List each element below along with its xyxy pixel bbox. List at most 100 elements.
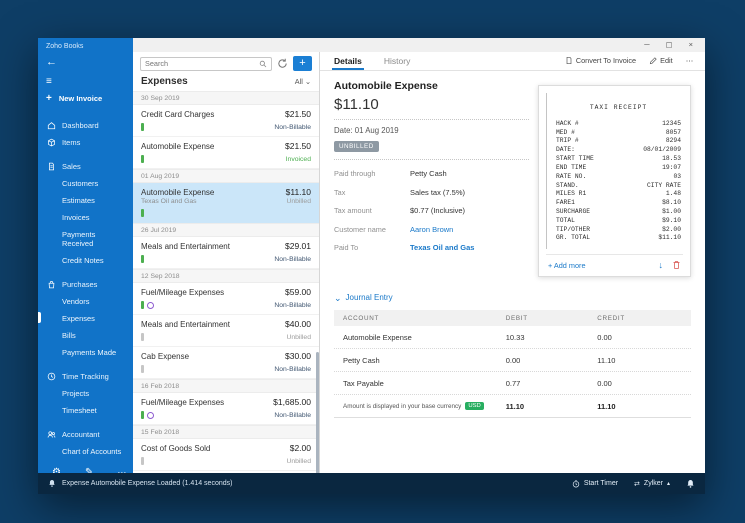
expense-list-item[interactable]: Cost of Goods Sold $2.00 Unbilled	[133, 439, 319, 471]
date-group-header: 30 Sep 2019	[133, 91, 319, 105]
sidebar-item-items[interactable]: Items	[38, 134, 133, 151]
receipt-attached-icon	[141, 255, 144, 263]
expense-list-item[interactable]: Meals and Entertainment $29.01 Non-Billab…	[133, 237, 319, 269]
trash-icon[interactable]	[672, 260, 681, 270]
status-bar: Expense Automobile Expense Loaded (1.414…	[38, 473, 705, 494]
search-input-box[interactable]	[140, 56, 272, 71]
journal-table-header: ACCOUNT DEBIT CREDIT	[334, 310, 691, 327]
more-actions-button[interactable]: ⋯	[685, 56, 693, 65]
expense-list-item-selected[interactable]: Automobile Expense $11.10 Texas Oil and G…	[133, 183, 319, 223]
window-titlebar: ─ ▢ ×	[133, 38, 705, 52]
more-icon[interactable]: ⋯	[117, 467, 127, 473]
notification-bell-icon	[48, 479, 56, 488]
expense-list-panel: + Expenses All ⌄ 30 Sep 2019 Credit Card…	[133, 52, 320, 473]
date-group-header: 16 Feb 2018	[133, 379, 319, 393]
paid-through-value: Petty Cash	[410, 169, 447, 178]
sidebar-group-label: Accountant	[62, 430, 100, 439]
bell-icon[interactable]	[686, 479, 695, 489]
journal-row: Automobile Expense 10.33 0.00	[334, 326, 691, 350]
maximize-button[interactable]: ▢	[665, 40, 673, 50]
expense-list-item[interactable]: Automobile Expense $21.50 Invoiced	[133, 137, 319, 169]
sidebar-item-bills[interactable]: Bills	[62, 331, 76, 340]
minimize-button[interactable]: ─	[644, 40, 650, 50]
new-invoice-button[interactable]: + New Invoice	[38, 88, 133, 111]
status-badge: UNBILLED	[334, 141, 379, 152]
sidebar-item-customers[interactable]: Customers	[62, 179, 99, 188]
sidebar-item-expenses[interactable]: Expenses	[38, 310, 133, 327]
expense-list-item[interactable]: Credit Card Charges $21.50 Non-Billable	[133, 105, 319, 137]
edit-button[interactable]: Edit	[649, 56, 673, 65]
receipt-attached-icon	[141, 301, 144, 309]
sidebar-item-chart-of-accounts[interactable]: Chart of Accounts	[62, 447, 122, 456]
date-group-header: 01 Aug 2019	[133, 169, 319, 183]
sidebar-group-label: Time Tracking	[62, 372, 109, 381]
receipt-attachment-card[interactable]: TAXI RECEIPT HACK #12345 MED #8057 TRIP …	[538, 85, 691, 278]
customer-name-link[interactable]: Aaron Brown	[410, 224, 454, 234]
sidebar-item-purchases[interactable]: Purchases	[38, 276, 133, 293]
receipt-attached-icon	[141, 411, 144, 419]
back-arrow-icon[interactable]: ←	[46, 56, 57, 68]
list-title: Expenses	[141, 76, 188, 87]
sidebar-item-sales[interactable]: Sales	[38, 158, 133, 175]
receipt-attached-icon	[141, 209, 144, 217]
receipt-indicator	[141, 457, 144, 465]
caret-up-icon: ▴	[666, 481, 670, 487]
add-more-link[interactable]: + Add more	[548, 260, 586, 270]
box-icon	[46, 138, 56, 147]
tab-history[interactable]: History	[383, 56, 411, 66]
sidebar-item-payments-made[interactable]: Payments Made	[62, 348, 117, 357]
expense-list-item[interactable]: Meals and Entertainment $40.00 Unbilled	[133, 315, 319, 347]
sidebar-item-label: Dashboard	[62, 121, 99, 130]
download-icon[interactable]: ↓	[658, 260, 664, 271]
add-expense-button[interactable]: +	[293, 56, 312, 71]
list-scrollbar[interactable]	[316, 352, 319, 473]
start-timer-button[interactable]: Start Timer	[572, 479, 618, 488]
sidebar-item-payments-received[interactable]: Payments Received	[62, 230, 96, 248]
list-filter-dropdown[interactable]: All ⌄	[294, 77, 311, 86]
date-group-header: 15 Feb 2018	[133, 425, 319, 439]
sidebar-item-invoices[interactable]: Invoices	[62, 213, 90, 222]
sidebar-item-estimates[interactable]: Estimates	[62, 196, 95, 205]
receipt-attached-icon	[141, 123, 144, 131]
mileage-icon	[147, 301, 154, 309]
sidebar-item-dashboard[interactable]: Dashboard	[38, 117, 133, 134]
sidebar-item-vendors[interactable]: Vendors	[62, 297, 90, 306]
search-icon	[259, 60, 267, 68]
users-icon	[46, 430, 56, 439]
document-icon	[46, 162, 56, 171]
search-input[interactable]	[145, 59, 259, 68]
sidebar-item-time-tracking[interactable]: Time Tracking	[38, 368, 133, 385]
mileage-icon	[147, 411, 154, 419]
expense-list-item[interactable]: Cab Expense $30.00 Non-Billable	[133, 347, 319, 379]
sidebar-group-label: Purchases	[62, 280, 98, 289]
expense-list-item[interactable]: Cost of Goods Sold$10.00 Non-Billable	[133, 471, 319, 473]
journal-row: Petty Cash 0.00 11.10	[334, 349, 691, 373]
chevron-down-icon: ⌄	[304, 77, 311, 86]
hamburger-menu-icon[interactable]: ≡	[46, 76, 52, 87]
sidebar-item-accountant[interactable]: Accountant	[38, 426, 133, 443]
sidebar-item-label: Items	[62, 138, 81, 147]
expense-list-item[interactable]: Fuel/Mileage Expenses $1,685.00 Non-Billa…	[133, 393, 319, 425]
org-switcher[interactable]: ⇄ Zylker ▴	[634, 480, 670, 488]
receipt-indicator	[141, 333, 144, 341]
expense-amount: $11.10	[334, 96, 379, 113]
date-group-header: 26 Jul 2019	[133, 223, 319, 237]
refresh-icon[interactable]	[277, 58, 288, 69]
sidebar-item-timesheet[interactable]: Timesheet	[62, 406, 97, 415]
paid-to-link[interactable]: Texas Oil and Gas	[410, 243, 475, 252]
convert-to-invoice-button[interactable]: Convert To Invoice	[565, 56, 636, 65]
close-button[interactable]: ×	[688, 40, 693, 50]
expense-list-item[interactable]: Fuel/Mileage Expenses $59.00 Non-Billable	[133, 283, 319, 315]
details-panel: Details History Convert To Invoice Edit	[320, 52, 705, 473]
sidebar-item-credit-notes[interactable]: Credit Notes	[62, 256, 104, 265]
chevron-down-icon: ⌄	[334, 292, 342, 303]
gear-icon[interactable]: ⚙	[52, 467, 61, 473]
sidebar-item-projects[interactable]: Projects	[62, 389, 90, 398]
tab-details[interactable]: Details	[332, 53, 364, 70]
journal-entry-toggle[interactable]: ⌄ Journal Entry	[334, 292, 393, 303]
date-group-header: 12 Sep 2018	[133, 269, 319, 283]
pen-icon[interactable]: ✎	[84, 467, 94, 473]
home-icon	[46, 121, 56, 130]
plus-icon: +	[46, 93, 52, 104]
receipt-image: TAXI RECEIPT HACK #12345 MED #8057 TRIP …	[546, 93, 683, 250]
